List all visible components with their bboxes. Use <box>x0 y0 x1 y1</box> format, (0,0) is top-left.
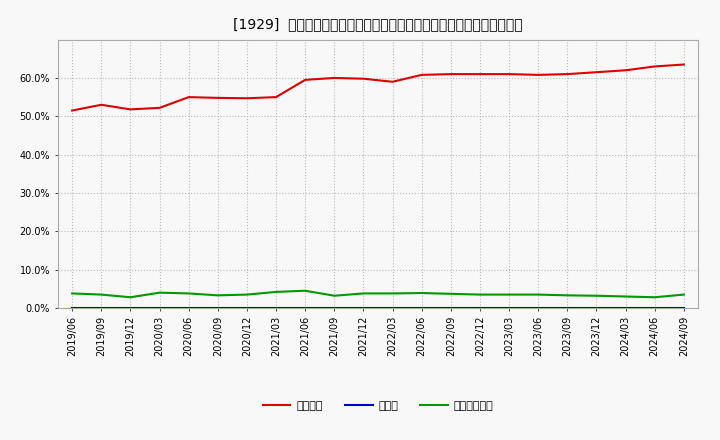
自己資本 <box>418 72 426 77</box>
自己資本 <box>97 102 106 107</box>
のれん <box>534 305 543 311</box>
自己資本 <box>243 95 251 101</box>
繰延税金資産 <box>330 293 338 298</box>
繰延税金資産 <box>418 290 426 296</box>
繰延税金資産 <box>184 291 193 296</box>
のれん <box>243 305 251 311</box>
のれん <box>156 305 164 311</box>
のれん <box>184 305 193 311</box>
自己資本 <box>330 75 338 81</box>
自己資本 <box>213 95 222 100</box>
Legend: 自己資本, のれん, 繰延税金資産: 自己資本, のれん, 繰延税金資産 <box>258 396 498 415</box>
のれん <box>97 305 106 311</box>
のれん <box>126 305 135 311</box>
自己資本 <box>68 108 76 113</box>
自己資本 <box>476 71 485 77</box>
のれん <box>446 305 455 311</box>
のれん <box>505 305 513 311</box>
Line: 自己資本: 自己資本 <box>72 65 684 110</box>
のれん <box>330 305 338 311</box>
のれん <box>476 305 485 311</box>
のれん <box>592 305 600 311</box>
のれん <box>301 305 310 311</box>
繰延税金資産 <box>97 292 106 297</box>
のれん <box>680 305 688 311</box>
繰延税金資産 <box>243 292 251 297</box>
自己資本 <box>301 77 310 82</box>
繰延税金資産 <box>388 291 397 296</box>
自己資本 <box>563 71 572 77</box>
自己資本 <box>592 70 600 75</box>
繰延税金資産 <box>126 295 135 300</box>
繰延税金資産 <box>476 292 485 297</box>
自己資本 <box>650 64 659 69</box>
のれん <box>563 305 572 311</box>
繰延税金資産 <box>621 294 630 299</box>
のれん <box>650 305 659 311</box>
のれん <box>271 305 280 311</box>
繰延税金資産 <box>213 293 222 298</box>
自己資本 <box>156 105 164 110</box>
繰延税金資産 <box>446 291 455 297</box>
Line: 繰延税金資産: 繰延税金資産 <box>72 291 684 297</box>
繰延税金資産 <box>359 291 368 296</box>
繰延税金資産 <box>592 293 600 298</box>
繰延税金資産 <box>301 288 310 293</box>
Title: [1929]  自己資本、のれん、繰延税金資産の総資産に対する比率の推移: [1929] 自己資本、のれん、繰延税金資産の総資産に対する比率の推移 <box>233 18 523 32</box>
のれん <box>68 305 76 311</box>
のれん <box>621 305 630 311</box>
繰延税金資産 <box>563 293 572 298</box>
自己資本 <box>184 95 193 100</box>
自己資本 <box>621 68 630 73</box>
自己資本 <box>680 62 688 67</box>
のれん <box>359 305 368 311</box>
のれん <box>213 305 222 311</box>
自己資本 <box>359 76 368 81</box>
自己資本 <box>534 72 543 77</box>
繰延税金資産 <box>680 292 688 297</box>
自己資本 <box>271 95 280 100</box>
繰延税金資産 <box>271 289 280 294</box>
繰延税金資産 <box>650 295 659 300</box>
自己資本 <box>505 71 513 77</box>
のれん <box>418 305 426 311</box>
自己資本 <box>446 71 455 77</box>
自己資本 <box>126 107 135 112</box>
繰延税金資産 <box>156 290 164 295</box>
繰延税金資産 <box>68 291 76 296</box>
繰延税金資産 <box>534 292 543 297</box>
自己資本 <box>388 79 397 84</box>
繰延税金資産 <box>505 292 513 297</box>
のれん <box>388 305 397 311</box>
